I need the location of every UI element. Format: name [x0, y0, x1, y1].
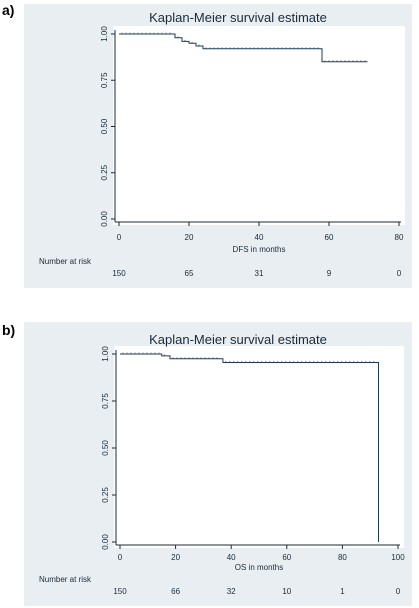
panel-a-y-tick-label: 0.25 — [100, 164, 109, 180]
panel-a-x-tick-label: 20 — [185, 233, 194, 242]
panel-a-y-tick-label: 1.00 — [100, 26, 109, 42]
panel-b-y-tick-label: 0.75 — [101, 393, 110, 409]
panel-a-x-tick-label: 0 — [117, 233, 122, 242]
panel-a-y-tick-label: 0.50 — [100, 118, 109, 134]
panel-a-risk-value: 9 — [327, 269, 332, 278]
panel-b: Kaplan-Meier survival estimate 0 20 40 60 80 1… — [24, 322, 412, 606]
panel-a-risk-label: Number at risk — [39, 257, 92, 266]
panel-b-y-tick-label: 0.25 — [101, 487, 110, 503]
panel-b-risk-value: 1 — [340, 587, 345, 596]
panel-a-plot-region — [113, 26, 405, 225]
panel-b-risk-label: Number at risk — [39, 575, 92, 584]
panel-a-x-tick-label: 80 — [395, 233, 404, 242]
panel-b-x-axis-label: OS in months — [235, 563, 283, 572]
panel-a-title: Kaplan-Meier survival estimate — [149, 10, 327, 25]
panel-b-survival-curve — [120, 353, 379, 542]
panel-b-x-tick-label: 40 — [227, 553, 236, 562]
panel-b-plot-region — [114, 346, 404, 548]
panel-a-risk-value: 150 — [112, 269, 126, 278]
km-chart-dfs: Kaplan-Meier survival estimate 0 20 40 60 80 0… — [39, 10, 405, 278]
panel-b-label: b) — [2, 322, 16, 338]
panel-b-x-tick-label: 0 — [118, 553, 123, 562]
panel-a-risk-value: 65 — [185, 269, 194, 278]
panel-b-risk-value: 10 — [282, 587, 291, 596]
panel-b-x-tick-label: 60 — [282, 553, 291, 562]
panel-b-x-tick-label: 100 — [391, 553, 405, 562]
panel-b-risk-value: 66 — [171, 587, 180, 596]
panel-b-x-tick-label: 80 — [338, 553, 347, 562]
panel-b-risk-value: 32 — [227, 587, 236, 596]
panel-a-risk-value: 31 — [255, 269, 264, 278]
panel-a-label: a) — [2, 2, 15, 18]
panel-b-risk-value: 150 — [113, 587, 127, 596]
panel-a-y-tick-label: 0.00 — [100, 211, 109, 227]
panel-a-x-tick-label: 40 — [255, 233, 264, 242]
km-chart-os: Kaplan-Meier survival estimate 0 20 40 60 80 1… — [39, 332, 405, 596]
panel-b-x-tick-label: 20 — [171, 553, 180, 562]
panel-b-y-tick-label: 0.00 — [101, 534, 110, 550]
panel-a-y-tick-label: 0.75 — [100, 72, 109, 88]
panel-a-x-tick-label: 60 — [325, 233, 334, 242]
panel-b-title: Kaplan-Meier survival estimate — [149, 332, 327, 347]
panel-a-x-axis-label: DFS in months — [233, 245, 286, 254]
panel-b-risk-value: 0 — [396, 587, 401, 596]
panel-b-y-tick-label: 0.50 — [101, 440, 110, 456]
panel-b-y-tick-label: 1.00 — [101, 346, 110, 362]
panel-a: Kaplan-Meier survival estimate 0 20 40 60 80 0… — [24, 4, 412, 288]
panel-a-risk-value: 0 — [397, 269, 402, 278]
